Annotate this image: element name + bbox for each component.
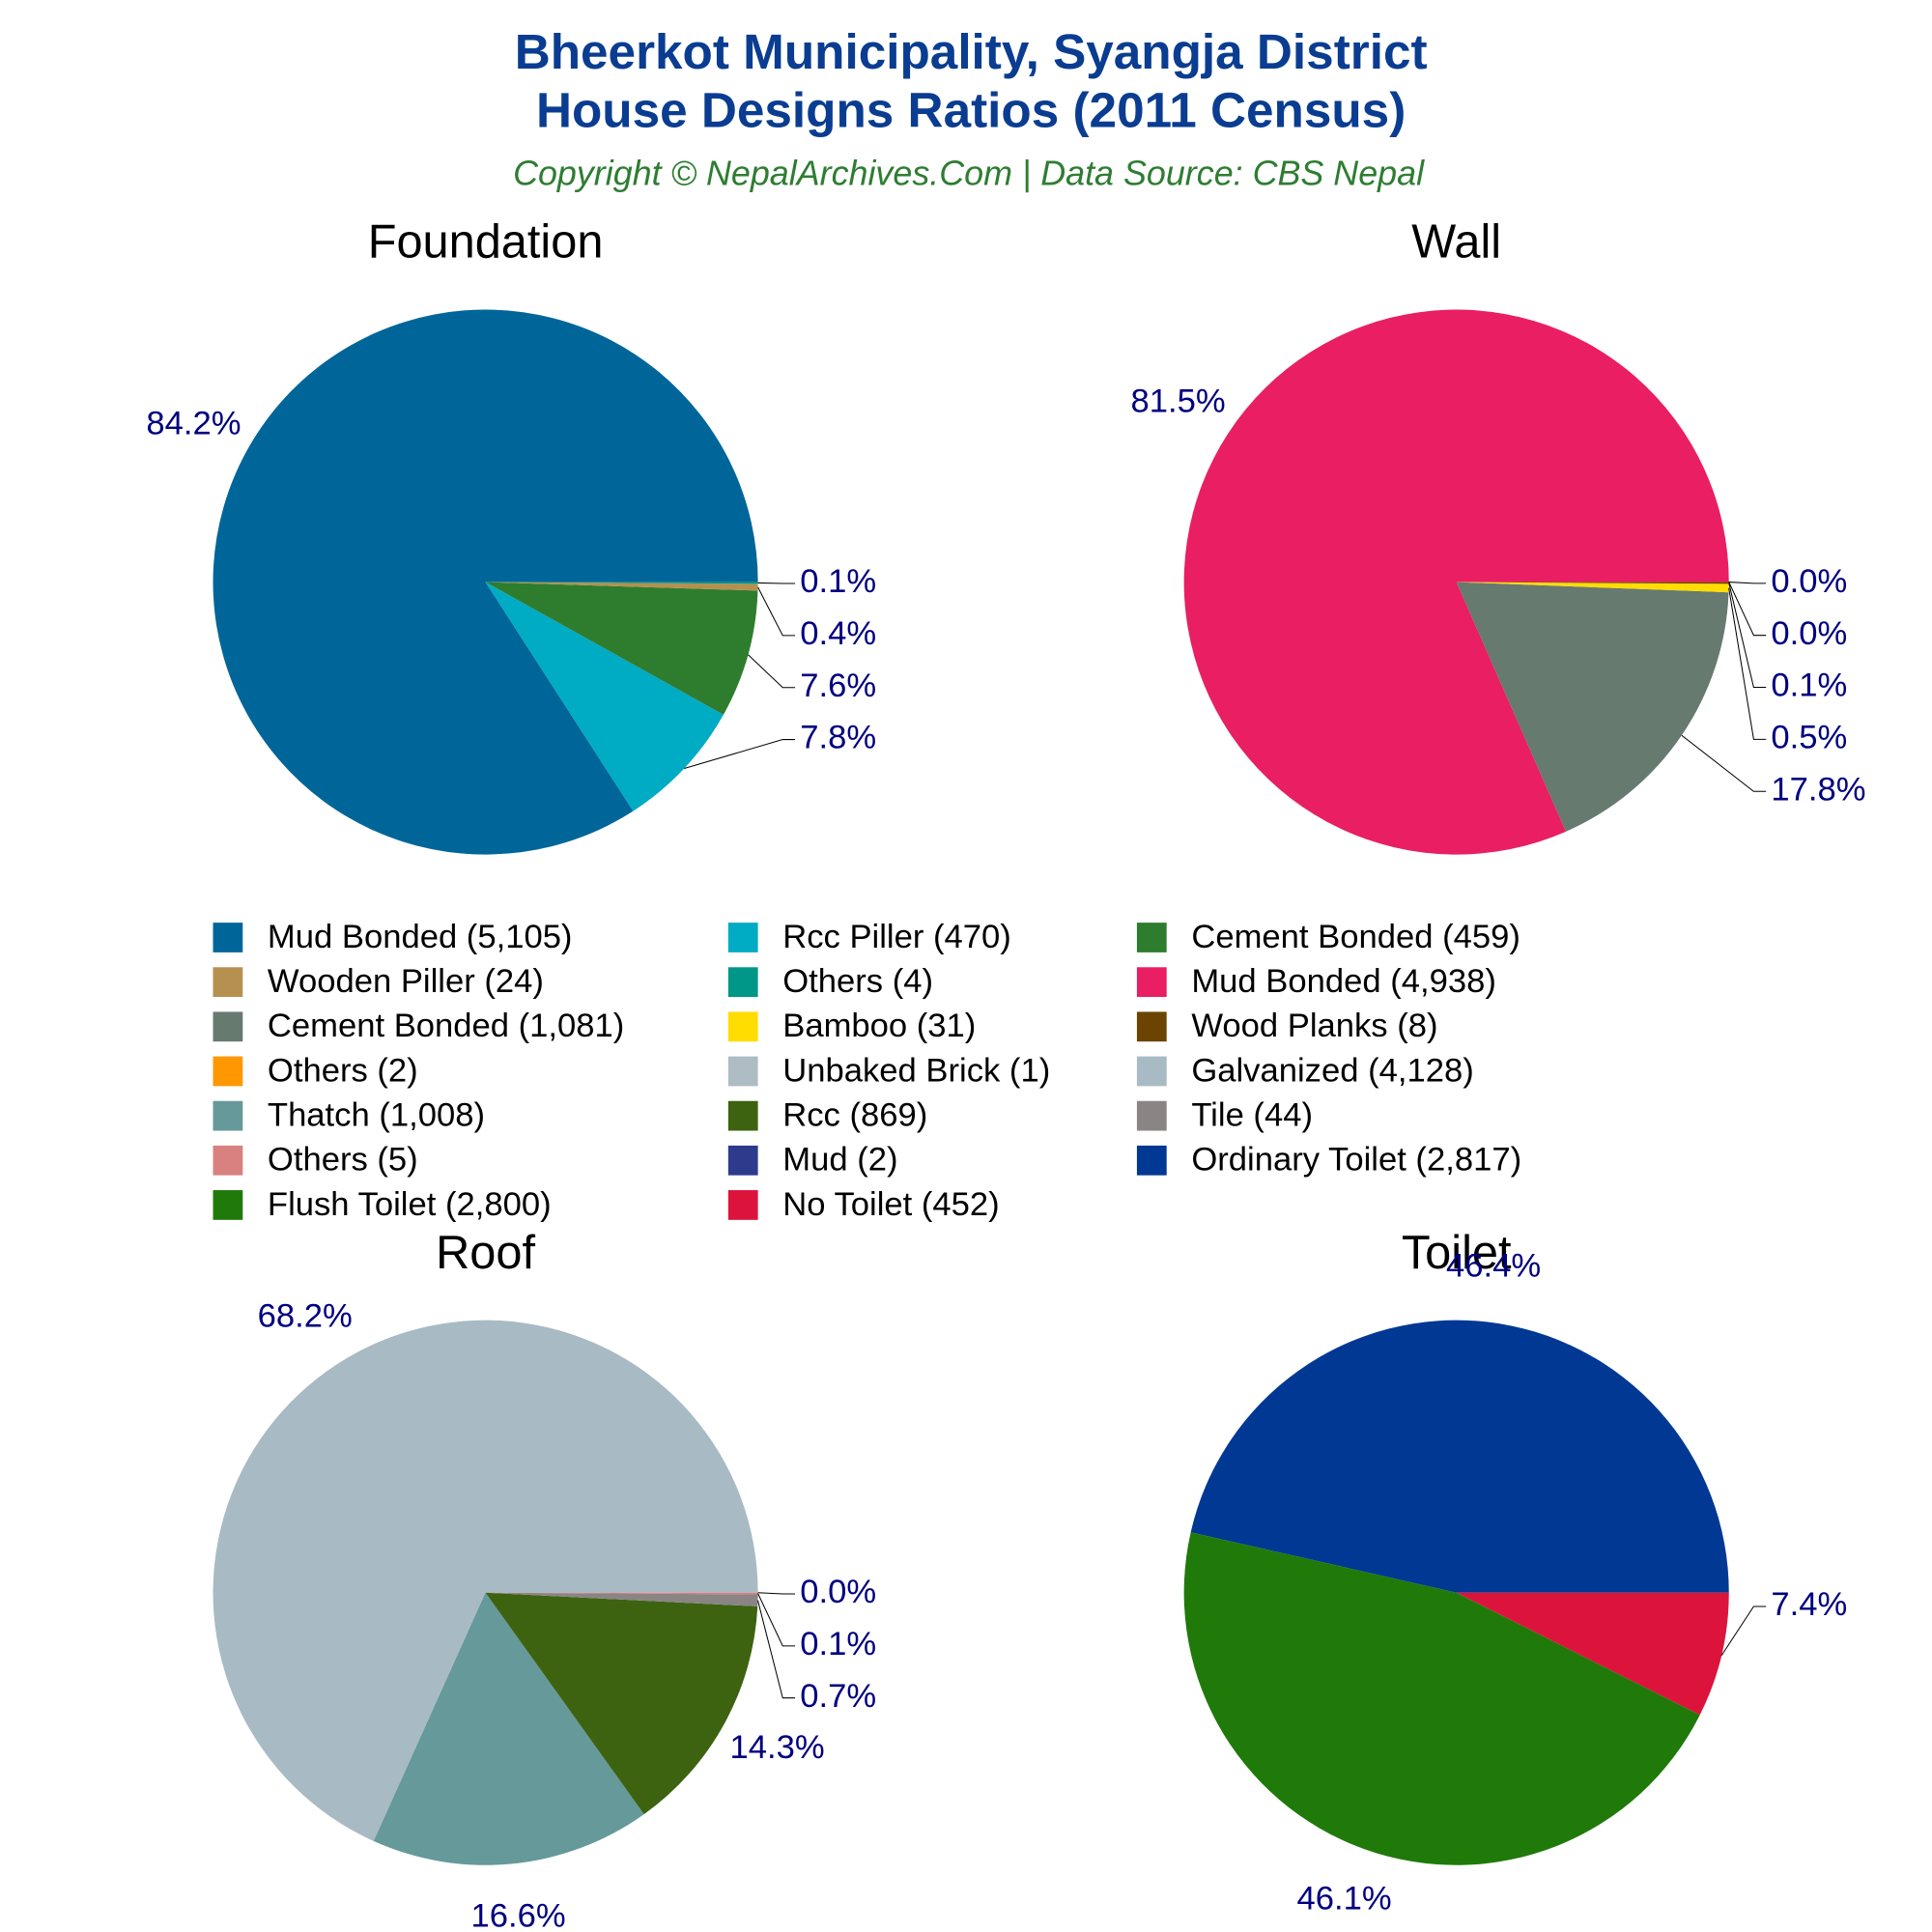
legend-swatch <box>727 923 758 952</box>
data-label: 0.7% <box>800 1678 876 1715</box>
legend-label: Tile (44) <box>1191 1097 1313 1134</box>
legend-label: Galvanized (4,128) <box>1191 1052 1473 1089</box>
legend-swatch <box>213 923 243 952</box>
data-label: 7.6% <box>800 668 876 704</box>
legend-label: Cement Bonded (459) <box>1191 919 1520 955</box>
data-label: 14.3% <box>729 1729 824 1766</box>
data-label: 0.1% <box>800 563 876 600</box>
legend-swatch <box>1136 1056 1167 1087</box>
chart-title: Bheerkot Municipality, Syangja District <box>515 24 1428 79</box>
data-label: 17.8% <box>1771 771 1865 808</box>
legend-swatch <box>213 967 243 998</box>
legend-swatch <box>727 1100 758 1131</box>
pie-title: Wall <box>1411 216 1501 269</box>
legend-swatch <box>213 1100 243 1131</box>
leader-line <box>1728 587 1767 740</box>
chart-title: House Designs Ratios (2011 Census) <box>536 82 1406 137</box>
data-label: 7.4% <box>1771 1586 1847 1623</box>
data-label: 0.1% <box>800 1626 876 1662</box>
leader-line <box>1720 1605 1767 1657</box>
data-label: 0.4% <box>800 615 876 652</box>
data-label: 16.6% <box>471 1898 566 1932</box>
legend-swatch <box>1136 1100 1167 1131</box>
legend-label: Cement Bonded (1,081) <box>268 1008 624 1044</box>
legend-swatch <box>213 1145 243 1176</box>
legend-label: Rcc (869) <box>782 1097 927 1134</box>
legend-label: Wooden Piller (24) <box>268 963 544 1000</box>
data-label: 0.1% <box>1771 668 1847 704</box>
legend-swatch <box>213 1190 243 1220</box>
pie-slice <box>485 1592 758 1595</box>
legend-label: Ordinary Toilet (2,817) <box>1191 1142 1521 1179</box>
legend-swatch <box>727 1190 758 1220</box>
data-label: 0.0% <box>800 1574 876 1610</box>
leader-line <box>757 1593 796 1647</box>
pie-slice <box>1456 582 1729 584</box>
legend-label: Others (4) <box>782 963 933 1000</box>
data-label: 46.1% <box>1296 1880 1391 1917</box>
pie-slice <box>213 309 758 855</box>
legend-label: Mud Bonded (4,938) <box>1191 963 1496 1000</box>
pie-slice <box>213 1320 758 1841</box>
legend-label: Mud (2) <box>782 1142 897 1179</box>
leader-line <box>1728 582 1767 584</box>
data-label: 0.0% <box>1771 615 1847 652</box>
legend-swatch <box>727 1145 758 1176</box>
data-label: 0.0% <box>1771 563 1847 600</box>
pie-slice <box>485 582 724 811</box>
leader-line <box>1728 582 1767 637</box>
legend-label: No Toilet (452) <box>782 1186 999 1223</box>
legend-swatch <box>213 1056 243 1087</box>
legend-label: Wood Planks (8) <box>1191 1008 1437 1044</box>
legend-label: Mud Bonded (5,105) <box>268 919 573 955</box>
leader-line <box>757 1600 796 1699</box>
legend-label: Bamboo (31) <box>782 1008 976 1044</box>
pie-slice <box>1456 1592 1729 1716</box>
pie-slice <box>485 1592 758 1815</box>
data-label: 68.2% <box>258 1298 353 1335</box>
pie-slice <box>1183 1532 1700 1865</box>
data-label: 84.2% <box>146 406 241 442</box>
legend-label: Unbaked Brick (1) <box>782 1052 1050 1089</box>
pie-slice <box>485 582 758 715</box>
pie-slice <box>485 1592 758 1606</box>
pie-slice <box>373 1592 644 1865</box>
legend-swatch <box>213 1011 243 1042</box>
legend-swatch <box>727 967 758 998</box>
pie-slice <box>1183 309 1729 855</box>
pie-title: Foundation <box>368 216 604 269</box>
leader-line <box>748 654 796 689</box>
leader-line <box>757 586 796 637</box>
legend-label: Rcc Piller (470) <box>782 919 1011 955</box>
leader-line <box>1728 582 1767 689</box>
leader-line <box>684 739 796 769</box>
legend-label: Thatch (1,008) <box>268 1097 485 1134</box>
data-label: 0.5% <box>1771 720 1847 756</box>
legend-label: Flush Toilet (2,800) <box>268 1186 552 1223</box>
legend-swatch <box>1136 1011 1167 1042</box>
pie-slice <box>1456 582 1729 832</box>
legend-swatch <box>1136 1145 1167 1176</box>
pie-title: Toilet <box>1402 1227 1512 1279</box>
legend-label: Others (5) <box>268 1142 418 1179</box>
data-label: 81.5% <box>1131 384 1226 420</box>
data-label: 7.8% <box>800 720 876 756</box>
legend-swatch <box>727 1056 758 1087</box>
pie-slice <box>1456 582 1729 593</box>
data-label: 46.4% <box>1446 1248 1541 1285</box>
chart-subtitle: Copyright © NepalArchives.Com | Data Sou… <box>513 155 1425 193</box>
pie-slice <box>1190 1320 1729 1593</box>
legend-swatch <box>1136 923 1167 952</box>
pie-title: Roof <box>436 1227 535 1279</box>
pie-slice <box>485 582 758 591</box>
leader-line <box>757 1592 796 1595</box>
legend-label: Others (2) <box>268 1052 418 1089</box>
leader-line <box>757 582 796 584</box>
legend-swatch <box>1136 967 1167 998</box>
leader-line <box>1681 734 1767 792</box>
legend-swatch <box>727 1011 758 1042</box>
